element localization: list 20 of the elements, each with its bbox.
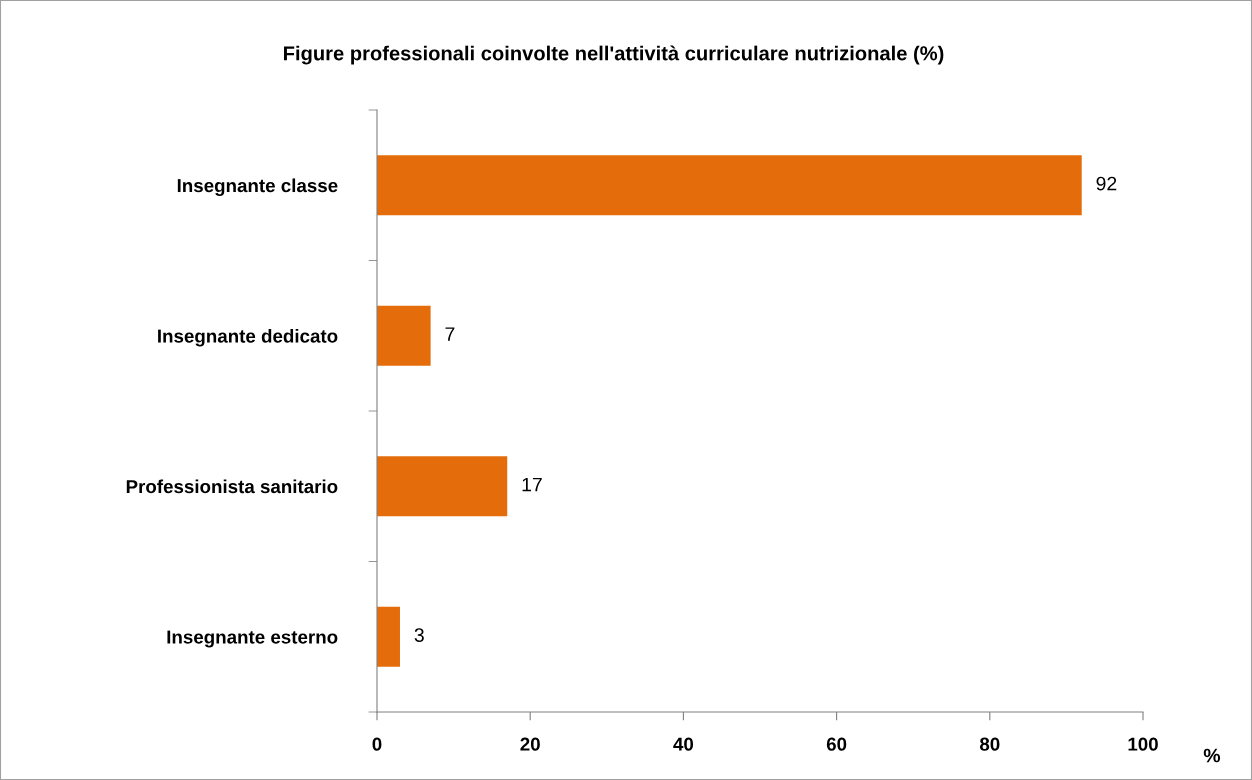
x-axis-title: % — [1203, 748, 1221, 763]
x-tick-label: 80 — [979, 737, 1000, 751]
y-tick-label: Insegnante classe — [177, 178, 338, 197]
bar — [377, 606, 400, 667]
x-tick-label: 20 — [520, 737, 540, 751]
bar — [377, 456, 508, 517]
y-tick-label: Insegnante esterno — [167, 630, 338, 648]
x-tick-label: 0 — [372, 737, 382, 751]
bar — [377, 305, 431, 366]
y-tick-label: Insegnante dedicato — [158, 328, 338, 347]
data-label: 92 — [1096, 176, 1117, 191]
data-label: 17 — [522, 477, 542, 492]
y-tick-label: Professionista sanitario — [126, 479, 338, 494]
bar — [377, 155, 1082, 216]
data-label: 3 — [414, 628, 424, 642]
x-tick-label: 100 — [1128, 737, 1158, 751]
data-label: 7 — [445, 327, 455, 341]
chart-title: Figure professionali coinvolte nell'attività curriculare nutrizionale (%) — [284, 45, 944, 65]
x-tick-label: 60 — [826, 737, 847, 751]
x-tick-label: 40 — [673, 737, 694, 751]
